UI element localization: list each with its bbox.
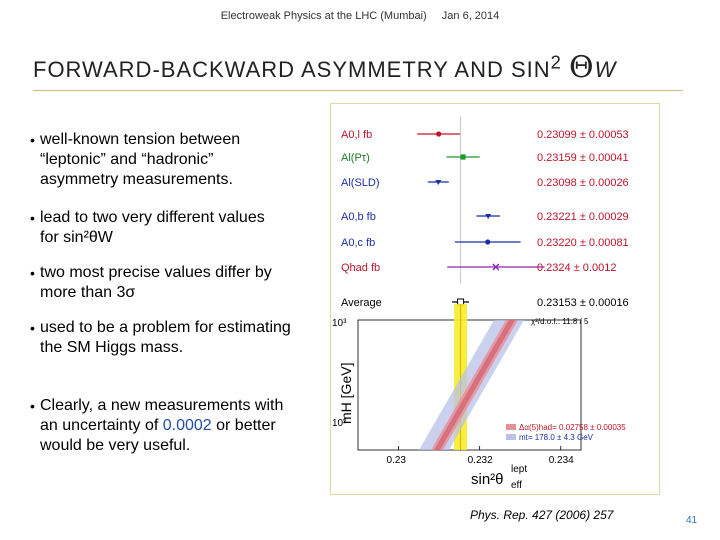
slide-header: Electroweak Physics at the LHC (Mumbai) … (0, 10, 720, 22)
bullet-4: • used to be a problem for estimating th… (30, 319, 291, 356)
measurement-value: 0.23159 ± 0.00041 (537, 152, 629, 164)
bullet-2-line2: for sin²θW (40, 229, 113, 246)
x-axis-label: sin²θ (471, 471, 504, 488)
sm-band (434, 320, 515, 450)
measurement-point (460, 154, 466, 160)
y-tick-label: 10² (332, 418, 347, 429)
measurement-value: 0.23221 ± 0.00029 (537, 211, 629, 223)
bullet-2-line1: lead to two very different values (40, 209, 265, 226)
bullet-1-line2: “leptonic” and “hadronic” (40, 151, 214, 168)
bullet-1-line3: asymmetry measurements. (40, 171, 233, 188)
title-sup: 2 (550, 51, 562, 73)
title-rule (33, 90, 683, 91)
bullet-5-line3: would be very useful. (40, 437, 191, 454)
reference: Phys. Rep. 427 (2006) 257 (470, 508, 614, 522)
legend-item: Δα(5)had= 0.02758 ± 0.00035 (519, 423, 626, 432)
legend-swatch-red (506, 424, 516, 430)
figure-svg: A0,l fb 0.23099 ± 0.00053 Al(Pτ) 0.23159 ± … (332, 116, 629, 491)
x-tick-label: 0.23 (387, 455, 407, 466)
bullet-5-line2-pre: an uncertainty of (40, 417, 163, 434)
measurement-value: 0.2324 ± 0.0012 (537, 262, 616, 274)
measurement-label: Al(SLD) (341, 177, 380, 189)
bullet-2: • lead to two very different values for … (30, 209, 265, 246)
measurement-label: Al(Pτ) (341, 152, 370, 164)
bullet-5-highlight: 0.0002 (162, 417, 212, 434)
legend-swatch-blue (506, 434, 516, 440)
measurement-label: A0,l fb (341, 129, 372, 141)
bullet-1: • well-known tension between “leptonic” … (30, 131, 241, 188)
bullet-3-line1: two most precise values differ by (40, 264, 272, 281)
talk-date: Jan 6, 2014 (441, 10, 500, 22)
y-axis-label: mH [GeV] (338, 363, 354, 424)
measurement-point (435, 180, 442, 185)
bullet-4-line2: the SM Higgs mass. (40, 339, 184, 356)
bullet-5: • Clearly, a new measurements with an un… (30, 397, 284, 454)
measurement-point (485, 214, 492, 219)
measurement-value: 0.23099 ± 0.00053 (537, 129, 629, 141)
x-axis-label-sup: lept (511, 464, 527, 475)
measurement-point (485, 239, 491, 245)
average-value: 0.23153 ± 0.00016 (537, 297, 629, 309)
talk-title: Electroweak Physics at the LHC (Mumbai) (220, 10, 427, 22)
measurement-point (436, 131, 442, 137)
bullet-4-line1: used to be a problem for estimating (40, 319, 291, 336)
measurement-value: 0.23098 ± 0.00026 (537, 177, 629, 189)
title-theta: Θ (568, 50, 595, 85)
x-tick-label: 0.234 (549, 455, 574, 466)
average-label: Average (341, 297, 382, 309)
measurement-point (492, 263, 500, 271)
bullet-1-line1: well-known tension between (40, 131, 241, 148)
legend-item: mt= 178.0 ± 4.3 GeV (519, 433, 594, 442)
slide-title: FORWARD-BACKWARD ASYMMETRY AND SIN2 ΘW (33, 50, 683, 91)
x-axis-label-sub: eff (511, 480, 522, 491)
bullet-5-line1: Clearly, a new measurements with (40, 397, 284, 414)
measurement-value: 0.23220 ± 0.00081 (537, 237, 629, 249)
measurement-label: Qhad fb (341, 262, 380, 274)
y-tick-label: 10³ (332, 318, 347, 329)
measurement-label: A0,b fb (341, 211, 376, 223)
ewk-summary-figure: A0,l fb 0.23099 ± 0.00053 Al(Pτ) 0.23159 ± … (330, 103, 660, 495)
sm-bands (419, 320, 524, 450)
title-sub: W (594, 57, 617, 82)
bullet-3: • two most precise values differ by more… (30, 264, 272, 301)
measurement-label: A0,c fb (341, 237, 375, 249)
page-number: 41 (686, 515, 698, 526)
x-tick-label: 0.232 (468, 455, 493, 466)
bullet-5-line2-post: or better (211, 417, 276, 434)
chi2-label: χ²/d.o.f.: 11.8 / 5 (531, 317, 589, 326)
plot-frame (357, 319, 582, 451)
title-text: FORWARD-BACKWARD ASYMMETRY AND SIN (33, 57, 551, 82)
bullet-3-line2: more than 3σ (40, 284, 136, 301)
